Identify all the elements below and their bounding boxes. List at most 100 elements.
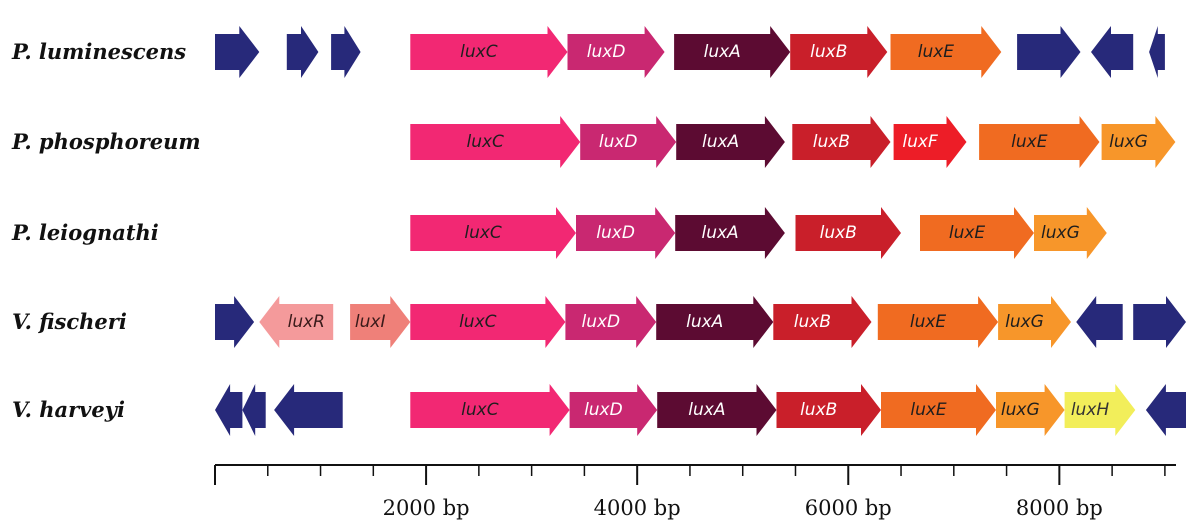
gene-arrow-shape <box>979 116 1100 168</box>
gene-label: luxE <box>949 223 986 243</box>
gene-label: luxF <box>902 132 938 152</box>
gene-arrow-shape <box>567 26 665 78</box>
flanking-gene-arrow <box>1133 296 1186 348</box>
gene-arrow-luxI: luxI <box>350 296 411 348</box>
gene-arrow-luxA: luxA <box>657 384 777 436</box>
gene-arrow-luxG: luxG <box>998 296 1071 348</box>
gene-label: luxR <box>288 312 325 332</box>
gene-arrow-shape <box>1091 26 1134 78</box>
species-label: P. luminescens <box>11 39 186 64</box>
flanking-gene-arrow <box>1149 26 1165 78</box>
flanking-gene-arrow <box>1076 296 1123 348</box>
gene-label: luxB <box>800 400 837 420</box>
flanking-gene-arrow <box>242 384 266 436</box>
bp-scale-axis: 2000 bp 4000 bp 6000 bp 8000 bp <box>214 464 1176 520</box>
gene-label: luxG <box>1005 312 1044 332</box>
gene-arrow-shape <box>350 296 411 348</box>
gene-arrow-shape <box>1076 296 1123 348</box>
gene-label: luxB <box>813 132 850 152</box>
gene-arrow-shape <box>890 26 1002 78</box>
gene-label: luxC <box>461 400 499 420</box>
species-label: P. leiognathi <box>11 220 159 245</box>
gene-arrow-shape <box>259 296 334 348</box>
gene-arrow-luxB: luxB <box>776 384 881 436</box>
gene-label: luxI <box>355 312 386 332</box>
operon-row: V. harveyi luxC luxD luxA luxB luxE luxG luxH <box>12 384 1186 436</box>
gene-arrow-shape <box>877 296 999 348</box>
gene-arrow-shape <box>1064 384 1136 436</box>
axis-tick-label: 6000 bp <box>805 496 892 520</box>
gene-arrow-luxB: luxB <box>795 207 901 259</box>
gene-label: luxC <box>459 312 497 332</box>
gene-arrow-shape <box>569 384 658 436</box>
gene-arrow-luxD: luxD <box>580 116 677 168</box>
gene-arrow-shape <box>1133 296 1186 348</box>
flanking-gene-arrow <box>215 26 260 78</box>
gene-arrow-luxB: luxB <box>790 26 888 78</box>
gene-label: luxE <box>1011 132 1048 152</box>
gene-arrow-shape <box>1145 384 1186 436</box>
gene-arrow-shape <box>410 116 581 168</box>
gene-arrow-luxA: luxA <box>656 296 774 348</box>
gene-label: luxD <box>581 312 620 332</box>
gene-arrow-shape <box>565 296 657 348</box>
gene-arrow-luxD: luxD <box>576 207 676 259</box>
operon-row: P. leiognathi luxC luxD luxA luxB luxE luxG <box>11 207 1107 259</box>
gene-label: luxA <box>702 132 739 152</box>
gene-arrow-luxC: luxC <box>410 207 576 259</box>
gene-arrow-luxE: luxE <box>881 384 996 436</box>
operon-row: P. luminescens luxC luxD luxA luxB luxE <box>11 26 1165 78</box>
species-label: V. fischeri <box>12 309 127 334</box>
gene-arrow-luxD: luxD <box>569 384 658 436</box>
gene-arrow-shape <box>1034 207 1107 259</box>
gene-arrow-luxB: luxB <box>792 116 891 168</box>
gene-label: luxC <box>464 223 502 243</box>
gene-arrow-luxC: luxC <box>410 26 568 78</box>
gene-label: luxB <box>794 312 831 332</box>
operon-row: V. fischeri luxR luxI luxC luxD luxA luxB luxE l… <box>12 296 1186 348</box>
gene-label: luxE <box>918 42 955 62</box>
gene-arrow-luxE: luxE <box>979 116 1100 168</box>
gene-label: luxC <box>466 132 504 152</box>
gene-arrow-luxC: luxC <box>410 384 570 436</box>
gene-arrow-luxE: luxE <box>920 207 1034 259</box>
gene-arrow-luxE: luxE <box>890 26 1002 78</box>
gene-arrow-luxD: luxD <box>567 26 665 78</box>
gene-arrow-shape <box>410 26 568 78</box>
gene-arrow-luxH: luxH <box>1064 384 1136 436</box>
flanking-gene-arrow <box>1017 26 1081 78</box>
gene-arrow-shape <box>657 384 777 436</box>
flanking-gene-arrow <box>215 296 255 348</box>
gene-arrow-luxE: luxE <box>877 296 999 348</box>
gene-arrow-shape <box>776 384 881 436</box>
gene-label: luxG <box>1001 400 1040 420</box>
gene-arrow-shape <box>242 384 266 436</box>
gene-arrow-luxG: luxG <box>1034 207 1107 259</box>
gene-arrow-luxG: luxG <box>996 384 1065 436</box>
gene-arrow-shape <box>1017 26 1081 78</box>
gene-arrow-shape <box>998 296 1071 348</box>
flanking-gene-arrow <box>331 26 361 78</box>
flanking-gene-arrow <box>1145 384 1186 436</box>
gene-arrow-luxD: luxD <box>565 296 657 348</box>
gene-arrow-shape <box>410 296 566 348</box>
gene-label: luxA <box>686 312 723 332</box>
gene-arrow-shape <box>792 116 891 168</box>
gene-label: luxG <box>1109 132 1148 152</box>
gene-arrow-shape <box>675 207 785 259</box>
gene-arrow-shape <box>576 207 676 259</box>
species-label: V. harveyi <box>12 397 125 422</box>
gene-arrow-shape <box>674 26 791 78</box>
gene-arrow-shape <box>795 207 901 259</box>
gene-label: luxE <box>910 312 947 332</box>
species-label: P. phosphoreum <box>11 129 201 154</box>
gene-label: luxB <box>810 42 847 62</box>
gene-label: luxA <box>688 400 725 420</box>
gene-label: luxD <box>596 223 635 243</box>
gene-arrow-shape <box>410 207 576 259</box>
gene-label: luxA <box>702 223 739 243</box>
gene-arrow-luxC: luxC <box>410 296 566 348</box>
gene-arrow-shape <box>996 384 1065 436</box>
gene-arrow-shape <box>215 384 243 436</box>
